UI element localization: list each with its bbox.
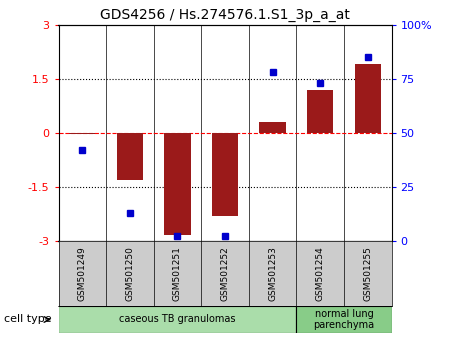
Title: GDS4256 / Hs.274576.1.S1_3p_a_at: GDS4256 / Hs.274576.1.S1_3p_a_at	[100, 8, 350, 22]
Bar	[69, 133, 95, 134]
Text: GSM501253: GSM501253	[268, 246, 277, 301]
Text: GSM501250: GSM501250	[126, 246, 135, 301]
Bar	[117, 133, 143, 179]
Text: normal lung
parenchyma: normal lung parenchyma	[313, 309, 374, 330]
Text: GSM501249: GSM501249	[78, 246, 87, 301]
Text: GSM501254: GSM501254	[315, 246, 324, 301]
Text: caseous TB granulomas: caseous TB granulomas	[119, 314, 236, 325]
Bar	[307, 90, 333, 133]
Bar	[297, 306, 392, 333]
Bar	[212, 133, 238, 216]
Bar	[260, 122, 286, 133]
Text: cell type: cell type	[4, 314, 52, 325]
Text: GSM501255: GSM501255	[363, 246, 372, 301]
Text: GSM501252: GSM501252	[220, 246, 230, 301]
Bar	[355, 64, 381, 133]
Bar	[164, 133, 190, 235]
Bar	[58, 306, 297, 333]
Text: GSM501251: GSM501251	[173, 246, 182, 301]
